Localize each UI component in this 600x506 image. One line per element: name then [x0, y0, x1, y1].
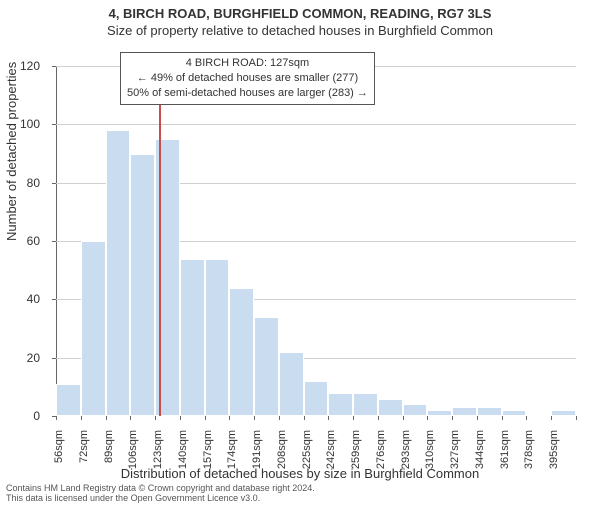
x-tick-mark — [229, 416, 230, 420]
histogram-bar — [551, 410, 576, 416]
x-tick-label: 344sqm — [474, 430, 486, 490]
plot-region — [56, 66, 576, 416]
histogram-bar — [452, 407, 477, 416]
y-tick-label: 120 — [0, 59, 40, 73]
histogram-bar — [205, 259, 230, 417]
histogram-bar — [502, 410, 527, 416]
histogram-bar — [427, 410, 452, 416]
x-tick-label: 140sqm — [177, 430, 189, 490]
histogram-bar — [130, 154, 155, 417]
histogram-bar — [304, 381, 329, 416]
x-tick-mark — [205, 416, 206, 420]
x-tick-label: 361sqm — [499, 430, 511, 490]
x-tick-mark — [378, 416, 379, 420]
marker-line — [159, 66, 161, 416]
x-tick-mark — [452, 416, 453, 420]
y-tick-mark — [52, 299, 56, 300]
x-tick-label: 191sqm — [251, 430, 263, 490]
x-tick-mark — [279, 416, 280, 420]
x-tick-label: 72sqm — [78, 430, 90, 490]
histogram-bar — [353, 393, 378, 416]
y-axis-label: Number of detached properties — [4, 62, 19, 241]
property-infobox: 4 BIRCH ROAD: 127sqm← 49% of detached ho… — [120, 52, 375, 105]
y-tick-mark — [52, 124, 56, 125]
x-tick-mark — [254, 416, 255, 420]
x-tick-mark — [477, 416, 478, 420]
x-tick-mark — [328, 416, 329, 420]
y-tick-mark — [52, 183, 56, 184]
page-title: 4, BIRCH ROAD, BURGHFIELD COMMON, READIN… — [0, 6, 600, 21]
infobox-line-3: 50% of semi-detached houses are larger (… — [127, 86, 368, 101]
x-tick-mark — [502, 416, 503, 420]
histogram-bar — [328, 393, 353, 416]
x-tick-mark — [130, 416, 131, 420]
x-tick-label: 378sqm — [523, 430, 535, 490]
x-tick-label: 276sqm — [375, 430, 387, 490]
histogram-bar — [254, 317, 279, 416]
grid-line — [56, 124, 576, 125]
x-tick-mark — [304, 416, 305, 420]
x-tick-label: 89sqm — [103, 430, 115, 490]
y-tick-label: 80 — [0, 176, 40, 190]
y-tick-mark — [52, 66, 56, 67]
histogram-bar — [378, 399, 403, 417]
histogram-bar — [81, 241, 106, 416]
histogram-bar — [180, 259, 205, 417]
histogram-bar — [279, 352, 304, 416]
x-tick-label: 225sqm — [301, 430, 313, 490]
x-tick-label: 242sqm — [325, 430, 337, 490]
x-tick-mark — [180, 416, 181, 420]
y-tick-label: 20 — [0, 351, 40, 365]
x-tick-label: 174sqm — [226, 430, 238, 490]
x-tick-mark — [427, 416, 428, 420]
page-subtitle: Size of property relative to detached ho… — [0, 23, 600, 38]
histogram-bar — [56, 384, 81, 416]
histogram-bar — [229, 288, 254, 416]
histogram-bar — [526, 414, 551, 416]
x-tick-label: 259sqm — [350, 430, 362, 490]
y-tick-label: 100 — [0, 117, 40, 131]
x-tick-label: 395sqm — [548, 430, 560, 490]
y-tick-label: 40 — [0, 292, 40, 306]
x-tick-label: 157sqm — [202, 430, 214, 490]
x-tick-label: 310sqm — [424, 430, 436, 490]
chart-area — [56, 66, 576, 416]
x-tick-label: 56sqm — [53, 430, 65, 490]
x-tick-label: 208sqm — [276, 430, 288, 490]
infobox-line-2: ← 49% of detached houses are smaller (27… — [127, 71, 368, 86]
x-tick-mark — [526, 416, 527, 420]
histogram-bar — [106, 130, 131, 416]
x-tick-mark — [56, 416, 57, 420]
x-tick-mark — [106, 416, 107, 420]
footer-line-2: This data is licensed under the Open Gov… — [6, 493, 260, 503]
x-tick-mark — [576, 416, 577, 420]
y-tick-mark — [52, 358, 56, 359]
y-tick-mark — [52, 241, 56, 242]
histogram-bar — [403, 404, 428, 416]
x-tick-mark — [353, 416, 354, 420]
x-tick-label: 327sqm — [449, 430, 461, 490]
x-tick-mark — [551, 416, 552, 420]
x-tick-label: 106sqm — [127, 430, 139, 490]
y-tick-label: 60 — [0, 234, 40, 248]
histogram-bar — [477, 407, 502, 416]
x-tick-label: 293sqm — [400, 430, 412, 490]
x-tick-mark — [155, 416, 156, 420]
infobox-line-1: 4 BIRCH ROAD: 127sqm — [127, 56, 368, 71]
x-tick-label: 123sqm — [152, 430, 164, 490]
y-tick-label: 0 — [0, 409, 40, 423]
x-tick-mark — [403, 416, 404, 420]
x-tick-mark — [81, 416, 82, 420]
